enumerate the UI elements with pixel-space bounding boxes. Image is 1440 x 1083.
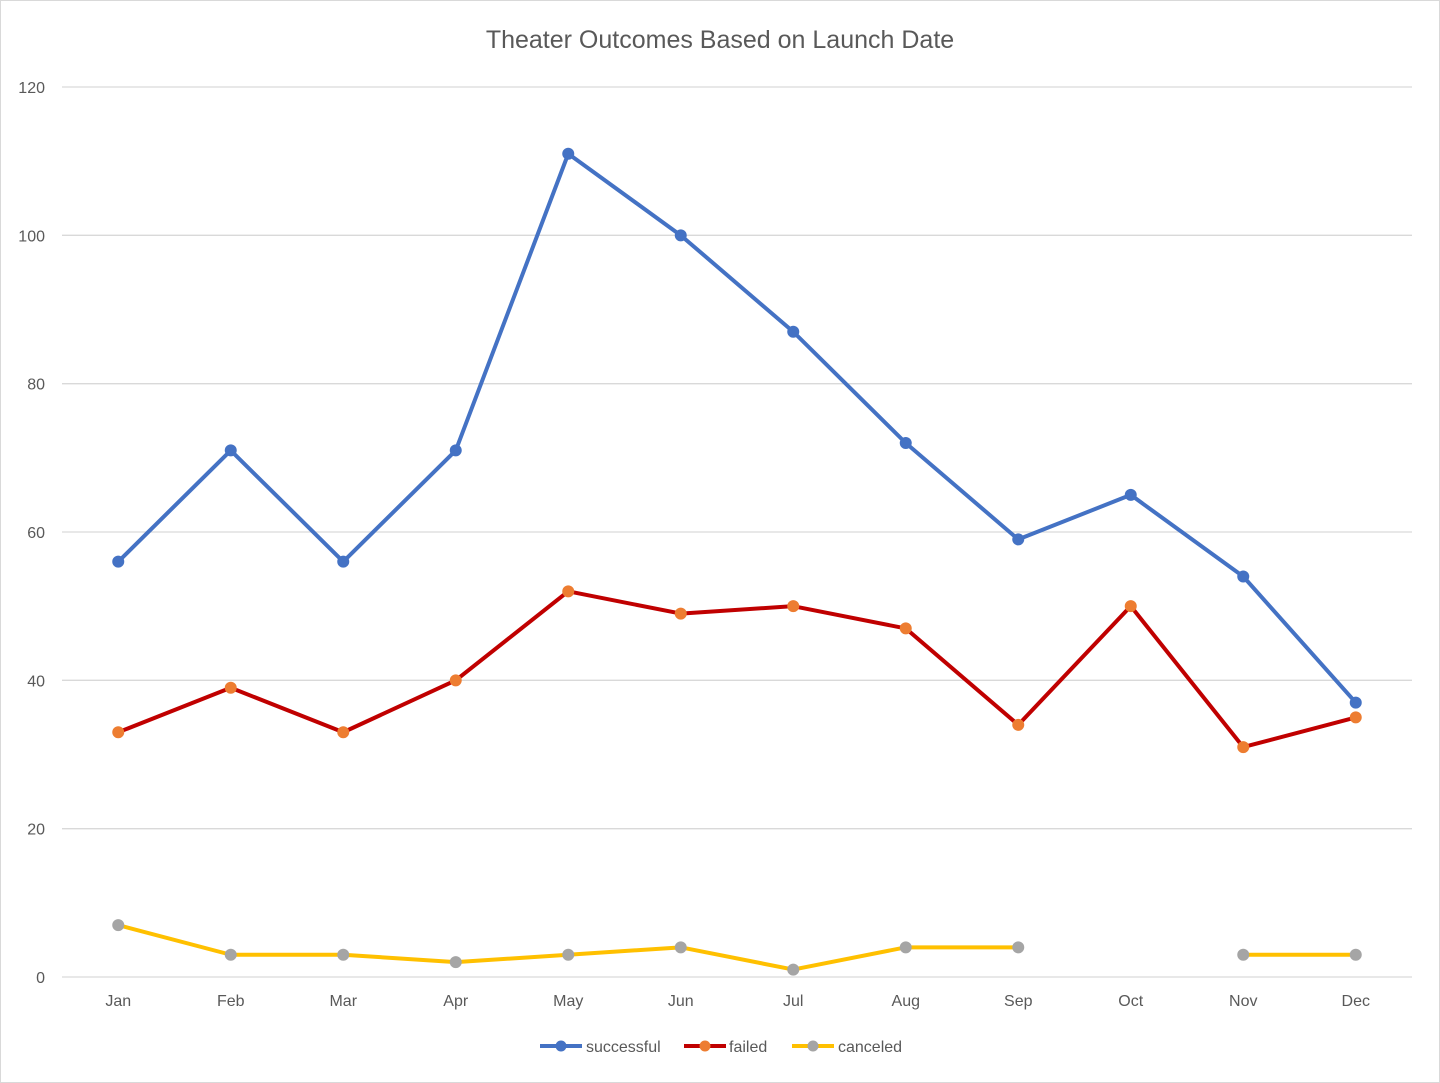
series-successful: [112, 147, 1362, 709]
data-point-successful: [224, 444, 237, 457]
y-tick-label: 120: [18, 80, 45, 97]
x-tick-label: Nov: [1229, 993, 1257, 1010]
series-failed: [112, 585, 1362, 754]
data-point-canceled: [1349, 948, 1362, 961]
y-tick-label: 0: [36, 970, 45, 987]
data-point-canceled: [787, 963, 800, 976]
data-point-failed: [674, 607, 687, 620]
x-tick-label: Aug: [892, 993, 920, 1010]
chart-title: Theater Outcomes Based on Launch Date: [486, 26, 954, 54]
legend: successful failed canceled: [540, 1039, 902, 1056]
gridlines: [62, 86, 1412, 978]
data-point-successful: [1237, 570, 1250, 583]
data-point-canceled: [1012, 941, 1025, 954]
legend-label: canceled: [838, 1039, 902, 1056]
data-point-failed: [1349, 711, 1362, 724]
series-group: [112, 147, 1362, 976]
y-tick-label: 100: [18, 228, 45, 245]
data-point-canceled: [562, 948, 575, 961]
data-point-failed: [1237, 741, 1250, 754]
y-axis-ticks: 0 20 40 60 80 100 120: [18, 80, 45, 987]
data-point-successful: [337, 555, 350, 568]
legend-item-canceled: canceled: [792, 1039, 902, 1056]
legend-marker-swatch: [699, 1040, 711, 1052]
data-point-successful: [112, 555, 125, 568]
x-tick-label: Oct: [1118, 993, 1143, 1010]
data-point-successful: [674, 229, 687, 242]
data-point-successful: [562, 147, 575, 160]
y-tick-label: 40: [27, 673, 45, 690]
x-tick-label: May: [553, 993, 583, 1010]
data-point-failed: [1124, 600, 1137, 613]
y-tick-label: 20: [27, 822, 45, 839]
data-point-failed: [224, 681, 237, 694]
data-point-failed: [449, 674, 462, 687]
y-tick-label: 80: [27, 377, 45, 394]
data-point-failed: [562, 585, 575, 598]
x-tick-label: Jun: [668, 993, 694, 1010]
legend-item-failed: failed: [684, 1039, 767, 1056]
data-point-successful: [1012, 533, 1025, 546]
data-point-failed: [787, 600, 800, 613]
data-point-successful: [449, 444, 462, 457]
x-tick-label: Jan: [105, 993, 131, 1010]
legend-marker-swatch: [555, 1040, 567, 1052]
legend-marker-swatch: [807, 1040, 819, 1052]
data-point-failed: [112, 726, 125, 739]
data-point-canceled: [674, 941, 687, 954]
series-line-successful: [116, 151, 1358, 705]
data-point-canceled: [1237, 948, 1250, 961]
x-tick-label: Dec: [1342, 993, 1370, 1010]
series-canceled: [112, 919, 1362, 976]
data-point-failed: [337, 726, 350, 739]
x-axis-ticks: Jan Feb Mar Apr May Jun Jul Aug Sep Oct Nov Dec: [105, 993, 1370, 1010]
legend-label: failed: [729, 1039, 767, 1056]
legend-label: successful: [586, 1039, 661, 1056]
data-point-failed: [1012, 718, 1025, 731]
data-point-successful: [787, 325, 800, 338]
data-point-canceled: [449, 956, 462, 969]
x-tick-label: Mar: [329, 993, 357, 1010]
x-tick-label: Apr: [443, 993, 469, 1010]
y-tick-label: 60: [27, 525, 45, 542]
x-tick-label: Jul: [783, 993, 803, 1010]
legend-item-successful: successful: [540, 1039, 661, 1056]
data-point-canceled: [112, 919, 125, 932]
x-tick-label: Feb: [217, 993, 245, 1010]
data-point-successful: [899, 437, 912, 449]
series-line-canceled: [116, 923, 1021, 972]
series-line-failed: [116, 589, 1358, 750]
data-point-successful: [1349, 696, 1362, 709]
data-point-canceled: [899, 941, 912, 954]
data-point-canceled: [337, 948, 350, 961]
data-point-successful: [1124, 488, 1137, 501]
data-point-failed: [899, 622, 912, 635]
data-point-canceled: [224, 948, 237, 961]
x-tick-label: Sep: [1004, 993, 1033, 1010]
